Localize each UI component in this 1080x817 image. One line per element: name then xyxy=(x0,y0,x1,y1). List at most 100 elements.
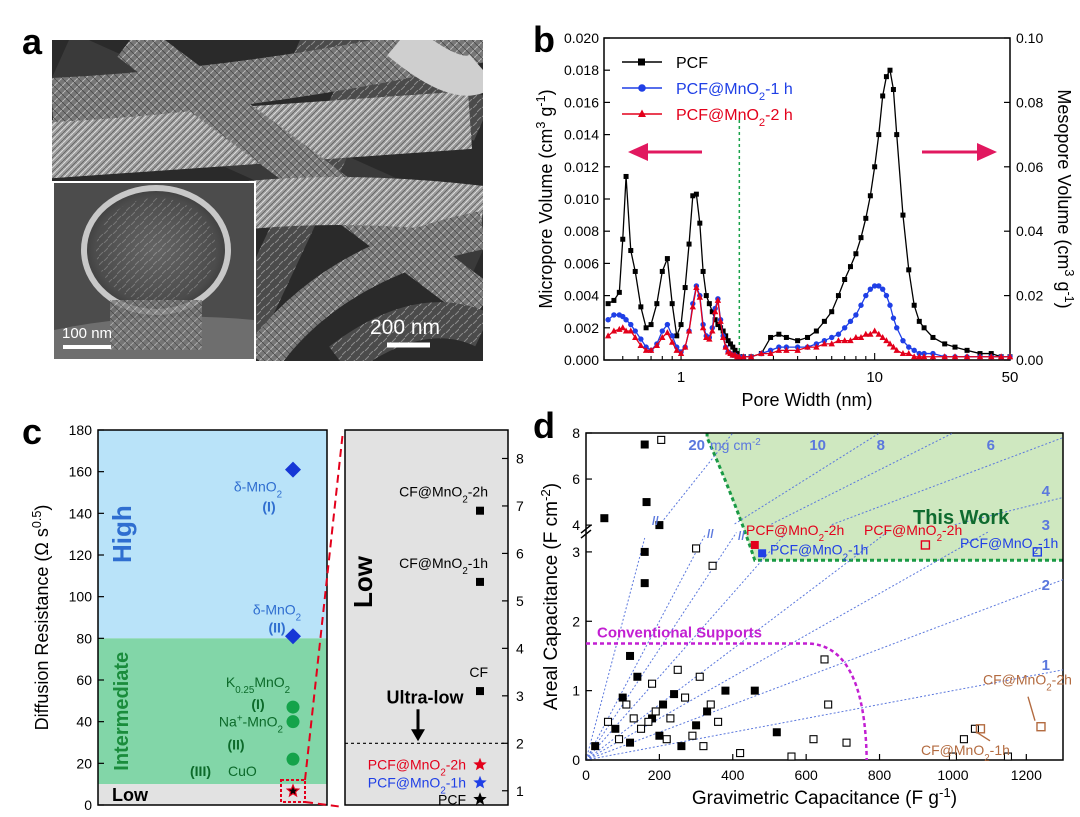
data-point xyxy=(863,215,869,221)
data-point-square xyxy=(476,687,484,696)
data-point-filled xyxy=(655,521,664,530)
data-point xyxy=(862,330,870,337)
data-point xyxy=(783,346,790,353)
data-point xyxy=(900,212,906,218)
data-point xyxy=(858,302,864,308)
x-tick-label: 400 xyxy=(721,767,745,783)
data-point xyxy=(875,330,882,337)
y-left-tick-label: 0.008 xyxy=(564,223,599,239)
left-arrow-head xyxy=(628,143,648,161)
y-tick-label: 180 xyxy=(69,422,93,438)
point-tag: (I) xyxy=(251,696,264,712)
x-tick-label: 800 xyxy=(868,767,892,783)
data-point xyxy=(620,313,626,320)
data-point-open xyxy=(736,749,745,758)
data-point xyxy=(654,301,660,307)
data-point-circle xyxy=(286,752,300,766)
loading-line xyxy=(734,432,880,525)
data-point-open xyxy=(714,717,723,726)
data-point xyxy=(876,132,882,138)
data-point xyxy=(732,347,738,353)
sem-micrograph xyxy=(52,40,483,361)
loading-line-label: 3 xyxy=(1042,517,1050,534)
point-tag: (I) xyxy=(262,499,275,515)
data-point xyxy=(674,333,680,339)
data-point xyxy=(678,322,684,328)
data-point xyxy=(690,193,696,199)
y-tick-label: 100 xyxy=(69,589,93,605)
legend-marker xyxy=(638,58,645,66)
data-point xyxy=(829,309,835,315)
data-point-filled xyxy=(611,724,620,733)
data-point xyxy=(916,353,923,360)
diffusion-resistance-chart: High Intermediate Low 0 20 40 60 80 100 120 140 160… xyxy=(30,422,524,813)
data-point-filled xyxy=(659,700,668,709)
loading-line xyxy=(954,496,1064,526)
panel-letter-a: a xyxy=(22,21,43,62)
loading-unit-label: mg cm-2 xyxy=(710,437,761,454)
data-point xyxy=(867,330,874,337)
data-point xyxy=(841,337,848,344)
x-tick-label: 0 xyxy=(582,767,590,783)
loading-line xyxy=(585,669,1064,761)
data-point-square xyxy=(476,577,484,586)
data-point xyxy=(709,327,716,334)
axis-break-mark xyxy=(580,529,592,539)
data-point-diamond xyxy=(285,628,301,645)
y-right-tick-label: 0.06 xyxy=(1016,159,1043,175)
panel-letter-c: c xyxy=(22,411,42,452)
data-point-filled xyxy=(640,440,649,449)
data-point xyxy=(725,338,731,344)
legend-label: PCF xyxy=(676,55,708,72)
loading-line-label: 10 xyxy=(809,437,826,454)
data-point xyxy=(669,333,675,339)
y-right-tick-label: 0.10 xyxy=(1016,30,1043,46)
data-point xyxy=(867,193,873,199)
data-point xyxy=(632,328,638,334)
y-left-tick-label: 0.006 xyxy=(564,255,599,271)
zoom-line-top xyxy=(304,430,344,781)
data-point xyxy=(894,132,900,138)
data-point xyxy=(853,251,859,257)
data-point xyxy=(659,268,665,274)
data-point xyxy=(767,350,774,357)
highlight-label: PCF@MnO2-1h xyxy=(770,541,868,563)
x-tick-label: 600 xyxy=(794,767,818,783)
data-point xyxy=(715,322,721,328)
data-point xyxy=(685,327,693,334)
y-left-tick-label: 0.012 xyxy=(564,159,599,175)
y-tick-label: 1 xyxy=(572,683,580,699)
zone-low xyxy=(98,784,327,805)
data-point xyxy=(867,286,874,292)
y-left-tick-label: 0.002 xyxy=(564,320,599,336)
break-slash: // xyxy=(652,514,659,528)
loading-line xyxy=(585,534,706,761)
loading-line-label: 1 xyxy=(1042,657,1050,674)
data-point xyxy=(623,173,629,179)
data-point xyxy=(647,346,655,353)
data-point xyxy=(638,304,644,310)
data-point xyxy=(821,340,828,347)
highlight-point xyxy=(975,724,986,734)
data-point-filled xyxy=(626,738,635,747)
data-point-open xyxy=(636,724,646,733)
data-point xyxy=(871,327,878,334)
data-point xyxy=(620,236,626,242)
series-line xyxy=(743,285,1010,358)
data-point xyxy=(887,302,893,308)
point-tag: (II) xyxy=(227,737,244,753)
y-left-tick-label: 0.014 xyxy=(564,127,599,143)
point-label: δ-MnO2 xyxy=(234,479,282,501)
data-point xyxy=(880,93,886,99)
data-point xyxy=(681,343,689,350)
data-point xyxy=(700,268,706,274)
data-point xyxy=(783,334,789,340)
y-right-tick-label: 6 xyxy=(516,545,524,561)
data-point xyxy=(696,293,704,300)
data-point xyxy=(976,353,984,360)
data-point xyxy=(828,340,835,347)
data-point xyxy=(623,317,629,323)
zone-label-intermediate: Intermediate xyxy=(111,652,133,771)
y-left-tick-label: 0.004 xyxy=(564,288,599,304)
